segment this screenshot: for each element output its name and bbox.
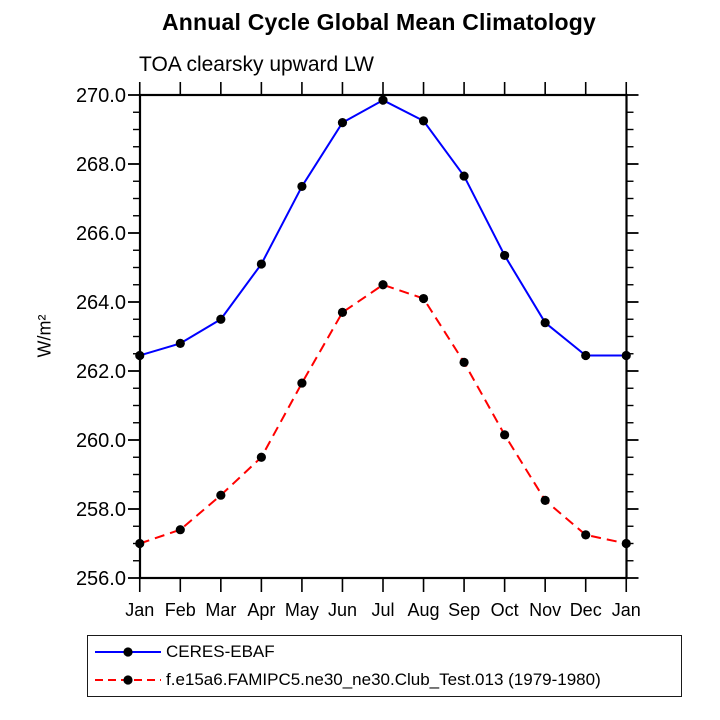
data-point xyxy=(621,350,631,361)
legend-item-observation: CERES-EBAF xyxy=(92,639,679,665)
legend-marker-dot xyxy=(123,647,133,657)
x-tick-label: Aug xyxy=(408,600,440,620)
legend-swatch-dashed-red-line xyxy=(95,675,161,685)
data-point xyxy=(297,378,307,388)
data-point xyxy=(256,452,266,462)
y-tick-label: 268.0 xyxy=(76,154,126,176)
data-point xyxy=(216,490,226,500)
data-point xyxy=(256,259,266,269)
data-point xyxy=(500,430,510,440)
legend: CERES-EBAF f.e15a6.FAMIPC5.ne30_ne30.Clu… xyxy=(87,635,682,697)
x-tick-label: May xyxy=(285,600,319,620)
y-tick-label: 266.0 xyxy=(76,223,126,245)
data-point xyxy=(175,525,185,535)
plot-area: Jan Feb Mar Apr May Jun Jul Aug Sep Oct Nov Dec Jan 2… xyxy=(76,82,641,620)
data-point xyxy=(418,116,429,126)
x-tick-label: Jul xyxy=(371,600,394,620)
series-line-0 xyxy=(139,99,627,357)
data-point xyxy=(175,338,185,348)
data-point xyxy=(621,538,631,549)
legend-item-model: f.e15a6.FAMIPC5.ne30_ne30.Club_Test.013 … xyxy=(92,667,679,693)
data-point xyxy=(459,171,469,181)
x-tick-label: Oct xyxy=(491,600,519,620)
x-tick-label: Mar xyxy=(205,600,236,620)
x-tick-label: Apr xyxy=(247,600,275,620)
x-tick-label: Dec xyxy=(570,600,602,620)
legend-marker-dot xyxy=(123,675,133,685)
data-point xyxy=(378,95,388,105)
x-tick-label: Feb xyxy=(165,600,196,620)
x-tick-label: Nov xyxy=(529,600,561,620)
x-tick-label: Sep xyxy=(448,600,480,620)
y-tick-label: 262.0 xyxy=(76,361,126,383)
y-tick-label: 256.0 xyxy=(76,568,126,590)
y-tick-label: 260.0 xyxy=(76,430,126,452)
y-tick-label: 264.0 xyxy=(76,292,126,314)
data-point xyxy=(337,118,348,128)
data-point xyxy=(297,181,307,192)
data-point xyxy=(378,280,388,290)
x-tick-label: Jan xyxy=(125,600,154,620)
legend-swatch-solid-blue-line xyxy=(95,647,161,657)
data-point xyxy=(540,318,550,328)
chart-subtitle: TOA clearsky upward LW xyxy=(139,53,374,76)
y-tick-label: 258.0 xyxy=(76,499,126,521)
legend-label-model: f.e15a6.FAMIPC5.ne30_ne30.Club_Test.013 … xyxy=(166,670,601,689)
data-point xyxy=(418,293,429,304)
chart-title: Annual Cycle Global Mean Climatology xyxy=(161,9,597,35)
data-point xyxy=(581,350,591,361)
y-tick-label: 270.0 xyxy=(76,85,126,107)
x-tick-label: Jan xyxy=(612,600,641,620)
data-point xyxy=(540,495,550,505)
data-point xyxy=(216,314,226,324)
data-point xyxy=(135,350,145,361)
legend-label-observation: CERES-EBAF xyxy=(166,642,275,661)
plot-frame xyxy=(138,93,628,580)
data-point xyxy=(459,357,469,367)
data-point xyxy=(337,307,348,317)
data-point xyxy=(581,530,591,540)
data-point xyxy=(135,538,145,549)
x-tick-label: Jun xyxy=(328,600,357,620)
data-point xyxy=(500,250,510,261)
